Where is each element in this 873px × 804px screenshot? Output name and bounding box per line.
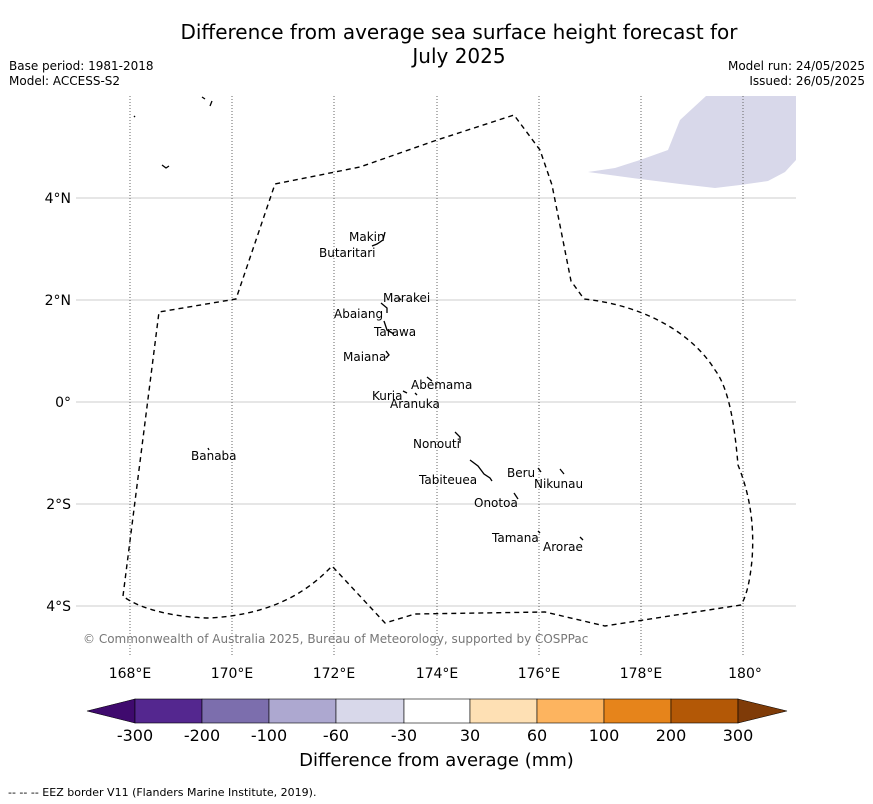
colorbar-ticks: -300 -200 -100 -60 -30 30 60 100 200 300: [117, 726, 753, 745]
map-title: Difference from average sea surface heig…: [0, 20, 873, 68]
model-run: Model run: 24/05/2025: [727, 59, 865, 73]
colorbar-tick: -60: [323, 726, 349, 745]
place-label: Nonouti: [413, 437, 460, 451]
islands: [133, 96, 584, 541]
place-label: Onotoa: [474, 496, 518, 510]
lat-gridlines: [76, 197, 796, 607]
place-label: Tamana: [491, 531, 539, 545]
colorbar-bin: [670, 698, 739, 724]
place-label: Abemama: [411, 378, 472, 392]
lon-tick: 172°E: [313, 666, 356, 682]
colorbar-tick: -300: [117, 726, 153, 745]
place-label: Beru: [507, 466, 535, 480]
colorbar-extend-left: [86, 698, 136, 724]
lat-tick: 2°N: [45, 293, 71, 309]
lat-tick: 2°S: [46, 497, 71, 513]
colorbar-bin: [201, 698, 270, 724]
colorbar-extend-right: [737, 698, 788, 724]
lon-tick: 178°E: [620, 666, 663, 682]
place-label: Makin: [349, 230, 385, 244]
title-line-2: July 2025: [412, 44, 506, 68]
lat-tick: 4°N: [45, 191, 71, 207]
place-labels: Makin Butaritari Marakei Abaiang Tarawa …: [191, 230, 583, 554]
lon-tick: 180°: [728, 666, 762, 682]
colorbar: [86, 698, 788, 724]
place-label: Nikunau: [534, 477, 583, 491]
colorbar-tick: -30: [391, 726, 417, 745]
lat-tick-labels: 4°N 2°N 0° 2°S 4°S: [45, 191, 72, 615]
place-label: Banaba: [191, 449, 237, 463]
lon-tick: 170°E: [211, 666, 254, 682]
lon-tick: 174°E: [416, 666, 459, 682]
colorbar-tick: -100: [251, 726, 287, 745]
colorbar-bin: [536, 698, 605, 724]
place-label: Marakei: [383, 291, 430, 305]
place-label: Arorae: [543, 540, 583, 554]
place-label: Aranuka: [390, 397, 440, 411]
place-label: Kuria: [372, 389, 403, 403]
colorbar-tick: 100: [589, 726, 620, 745]
colorbar-tick: -200: [184, 726, 220, 745]
colorbar-tick: 60: [527, 726, 547, 745]
lon-tick: 168°E: [109, 666, 152, 682]
meta-left: Base period: 1981-2018 Model: ACCESS-S2: [9, 59, 154, 89]
colorbar-label: Difference from average (mm): [299, 750, 574, 771]
colorbar-tick: 200: [656, 726, 687, 745]
base-period: Base period: 1981-2018: [9, 59, 154, 73]
place-label: Tarawa: [373, 325, 416, 339]
model-name: Model: ACCESS-S2: [9, 74, 121, 88]
lon-tick-labels: 168°E 170°E 172°E 174°E 176°E 178°E 180°: [109, 666, 762, 682]
lon-gridlines: [129, 96, 744, 656]
place-label: Butaritari: [319, 246, 376, 260]
colorbar-bin: [134, 698, 203, 724]
lat-tick: 0°: [55, 395, 71, 411]
place-label: Tabiteuea: [418, 473, 477, 487]
colorbar-bin: [268, 698, 337, 724]
copyright-notice: © Commonwealth of Australia 2025, Bureau…: [83, 632, 589, 646]
eez-border: [122, 114, 754, 627]
colorbar-tick: 30: [460, 726, 480, 745]
lon-tick: 176°E: [518, 666, 561, 682]
meta-right: Model run: 24/05/2025 Issued: 26/05/2025: [728, 59, 865, 89]
title-line-1: Difference from average sea surface heig…: [180, 20, 738, 44]
place-label: Maiana: [343, 350, 386, 364]
issued-date: Issued: 26/05/2025: [749, 74, 865, 88]
colorbar-bin: [335, 698, 405, 724]
lat-tick: 4°S: [46, 599, 71, 615]
colorbar-bin: [469, 698, 538, 724]
colorbar-bin: [603, 698, 672, 724]
colorbar-bin: [403, 698, 471, 724]
colorbar-tick: 300: [723, 726, 754, 745]
place-label: Abaiang: [334, 307, 383, 321]
shaded-region: [588, 96, 796, 188]
footnote: -- -- -- EEZ border V11 (Flanders Marine…: [8, 786, 317, 799]
